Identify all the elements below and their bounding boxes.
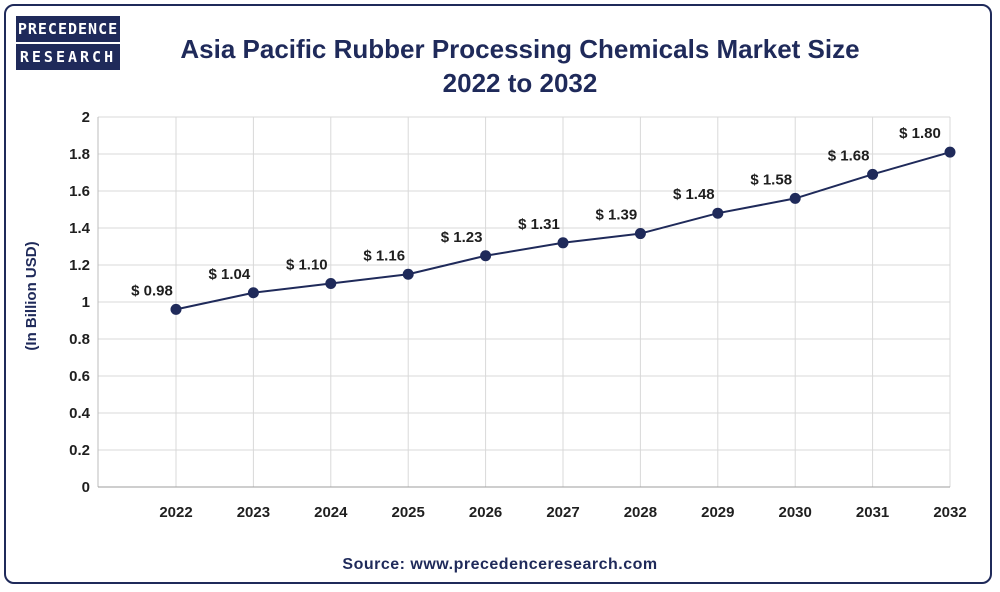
data-point	[247, 287, 259, 299]
data-point	[712, 207, 724, 219]
x-tick-label: 2028	[624, 504, 657, 521]
data-label: $ 1.58	[750, 171, 792, 188]
grid-layer	[98, 116, 951, 488]
data-point-layer	[170, 146, 956, 315]
y-tick-label: 1.6	[69, 183, 90, 200]
y-tick-label: 1.4	[69, 220, 91, 237]
x-tick-label: 2029	[701, 504, 734, 521]
axis-layer: 0 0.2 0.4 0.6 0.8 1 1.2 1.4 1.6 1.8 2 2022 2023 2024 2…	[69, 109, 967, 521]
chart-title-line2: 2022 to 2032	[442, 68, 598, 98]
y-tick-label: 1	[82, 294, 90, 311]
data-point	[867, 168, 879, 180]
data-label: $ 1.10	[286, 257, 328, 274]
data-point	[557, 237, 569, 249]
x-tick-label: 2027	[546, 504, 579, 521]
x-tick-label: 2024	[314, 504, 348, 521]
data-label: $ 1.16	[363, 247, 405, 264]
data-label: $ 0.98	[131, 282, 173, 299]
data-label: $ 1.80	[899, 125, 941, 142]
precedence-research-logo: PRECEDENCE RESEARCH	[16, 16, 120, 72]
y-axis-label: (In Billion USD)	[23, 241, 40, 350]
x-tick-label: 2025	[392, 504, 425, 521]
data-point	[944, 146, 956, 158]
x-tick-label: 2026	[469, 504, 502, 521]
data-point	[170, 303, 182, 315]
data-label: $ 1.68	[828, 147, 870, 164]
chart-title: Asia Pacific Rubber Processing Chemicals…	[120, 32, 920, 100]
data-point	[634, 228, 646, 240]
y-tick-label: 0.4	[69, 405, 91, 422]
x-tick-label: 2022	[159, 504, 192, 521]
data-label: $ 1.23	[441, 229, 483, 246]
data-label: $ 1.39	[596, 207, 638, 224]
data-point	[325, 278, 337, 289]
y-tick-label: 0.2	[69, 442, 90, 459]
data-point	[789, 192, 801, 204]
data-label: $ 1.48	[673, 186, 715, 203]
y-tick-label: 1.2	[69, 257, 90, 274]
data-label: $ 1.04	[209, 266, 251, 283]
y-tick-label: 0.8	[69, 331, 90, 348]
x-tick-label: 2023	[237, 504, 270, 521]
source-note: Source: www.precedenceresearch.com	[342, 556, 658, 573]
data-point	[480, 250, 492, 262]
y-tick-label: 0.6	[69, 368, 90, 385]
chart-title-line1: Asia Pacific Rubber Processing Chemicals…	[180, 34, 860, 64]
y-tick-label: 2	[82, 109, 90, 126]
y-tick-label: 1.8	[69, 146, 90, 163]
x-tick-label: 2032	[933, 504, 966, 521]
data-label: $ 1.31	[518, 216, 560, 233]
logo-line1: PRECEDENCE	[16, 16, 120, 42]
logo-line2: RESEARCH	[16, 44, 120, 70]
data-point	[402, 268, 414, 280]
x-tick-label: 2031	[856, 504, 889, 521]
x-tick-label: 2030	[779, 504, 812, 521]
y-tick-label: 0	[82, 479, 90, 496]
data-label-layer: $ 0.98 $ 1.04 $ 1.10 $ 1.16 $ 1.23 $ 1.31 $ 1.…	[131, 125, 941, 299]
